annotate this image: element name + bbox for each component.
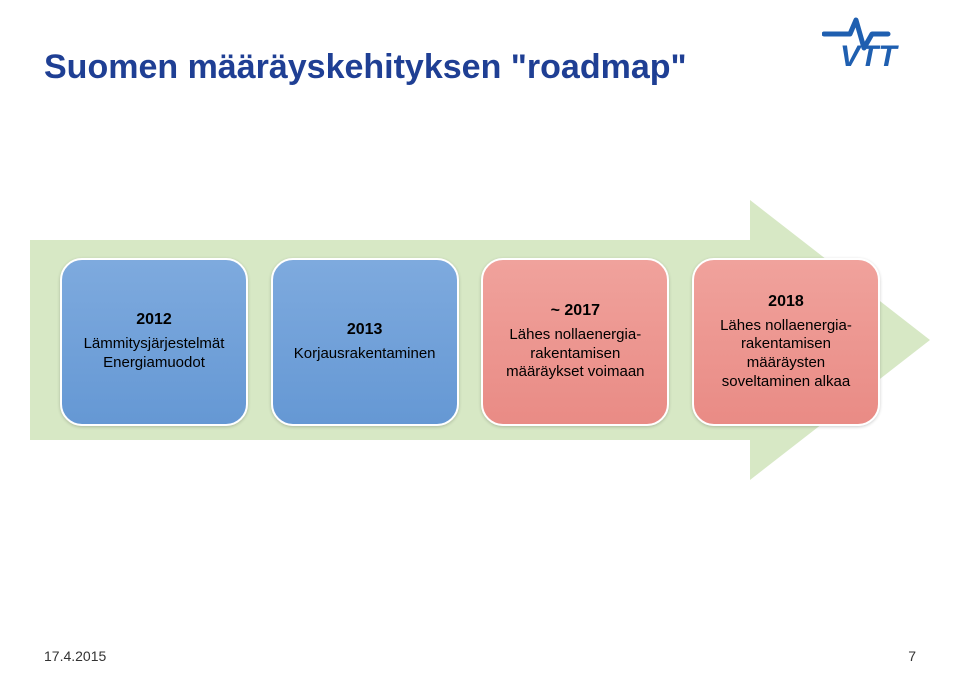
- box-line: Lähes nollaenergia-: [720, 317, 852, 336]
- box-line: Lämmitysjärjestelmät: [84, 335, 225, 354]
- box-line: määräysten: [747, 354, 825, 373]
- box-line: Lähes nollaenergia-: [509, 326, 641, 345]
- box-line: rakentamisen: [741, 335, 831, 354]
- box-year: 2013: [347, 321, 383, 339]
- box-line: Korjausrakentaminen: [294, 345, 436, 364]
- box-year: 2012: [136, 311, 172, 329]
- vtt-logo: VTT: [822, 12, 932, 72]
- box-year: 2018: [768, 293, 804, 311]
- box-line: Energiamuodot: [103, 354, 205, 373]
- roadmap-boxes: 2012 Lämmitysjärjestelmät Energiamuodot …: [60, 242, 880, 442]
- roadmap-box-2017: ~ 2017 Lähes nollaenergia- rakentamisen …: [481, 258, 669, 426]
- roadmap-box-2012: 2012 Lämmitysjärjestelmät Energiamuodot: [60, 258, 248, 426]
- footer-page-number: 7: [908, 648, 916, 664]
- box-line: määräykset voimaan: [506, 363, 644, 382]
- box-line: rakentamisen: [530, 345, 620, 364]
- footer-date: 17.4.2015: [44, 648, 106, 664]
- vtt-logo-text: VTT: [840, 40, 899, 72]
- roadmap-box-2018: 2018 Lähes nollaenergia- rakentamisen mä…: [692, 258, 880, 426]
- box-line: soveltaminen alkaa: [722, 373, 850, 392]
- slide: VTT Suomen määräyskehityksen "roadmap" 2…: [0, 0, 960, 684]
- roadmap-box-2013: 2013 Korjausrakentaminen: [271, 258, 459, 426]
- box-year: ~ 2017: [551, 302, 600, 320]
- page-title: Suomen määräyskehityksen "roadmap": [44, 48, 687, 87]
